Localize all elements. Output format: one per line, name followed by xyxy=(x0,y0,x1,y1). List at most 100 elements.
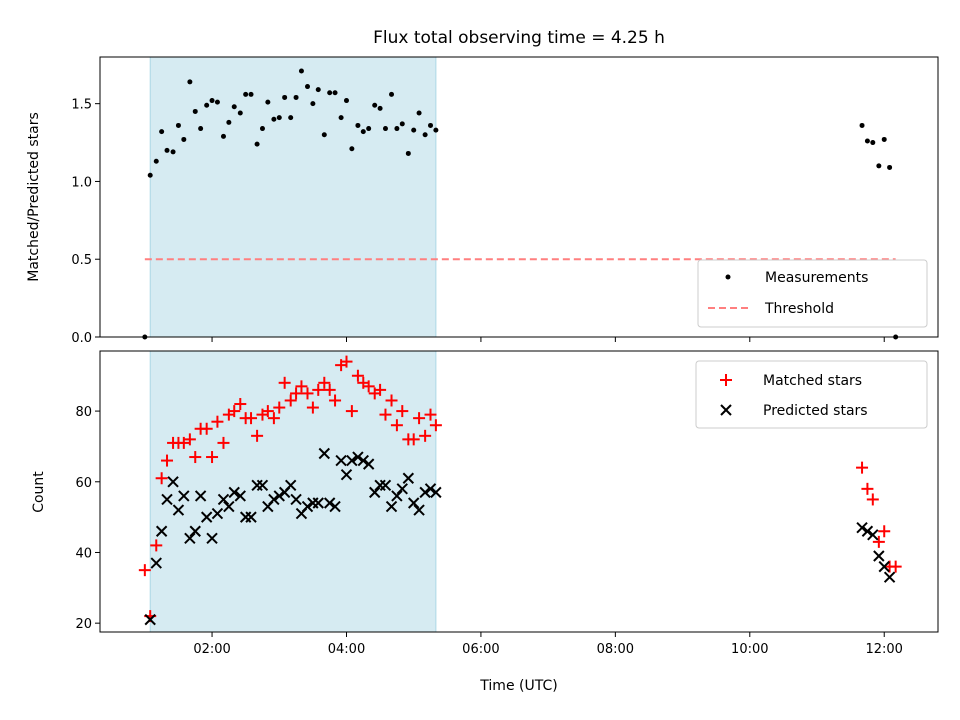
matched-star-point xyxy=(856,461,869,474)
predicted-star-point xyxy=(424,483,437,495)
measurement-point xyxy=(411,127,417,133)
predicted-star-point xyxy=(362,458,375,470)
measurement-point xyxy=(315,87,321,93)
matched-star-point xyxy=(429,419,442,432)
top-y-axis-label: Matched/Predicted stars xyxy=(26,112,42,282)
matched-star-point xyxy=(155,472,168,485)
measurement-point xyxy=(422,132,428,138)
predicted-star-point xyxy=(391,490,403,502)
predicted-star-point xyxy=(150,557,162,569)
measurement-point xyxy=(214,99,220,105)
matched-star-point xyxy=(390,419,403,432)
bottom-plot-frame xyxy=(99,350,939,633)
measurement-point xyxy=(305,84,311,90)
predicted-star-point xyxy=(413,504,425,516)
predicted-star-point xyxy=(200,511,213,523)
predicted-star-point xyxy=(167,476,179,488)
matched-star-point xyxy=(385,394,398,407)
xtick-label: 04:00 xyxy=(328,642,365,657)
measurement-point xyxy=(153,158,159,164)
measurement-point xyxy=(282,94,288,100)
matched-star-point xyxy=(177,436,190,449)
predicted-star-point xyxy=(234,490,246,502)
xtick-label: 06:00 xyxy=(462,642,499,657)
matched-star-point xyxy=(217,436,230,449)
bottom-legend: Matched stars Predicted stars xyxy=(695,360,928,429)
matched-star-point xyxy=(379,408,392,421)
predicted-star-point xyxy=(161,493,173,506)
measurement-point xyxy=(366,126,372,132)
measurement-point xyxy=(288,115,294,121)
measurement-point xyxy=(198,126,204,132)
predicted-star-point xyxy=(189,525,201,537)
measurement-point xyxy=(881,136,887,142)
predicted-star-point xyxy=(883,571,896,583)
measurement-point xyxy=(349,146,355,152)
predicted-star-point xyxy=(379,479,392,492)
predicted-star-point xyxy=(340,469,353,481)
measurement-point xyxy=(428,122,434,128)
measurement-point xyxy=(887,164,893,170)
xtick-label: 08:00 xyxy=(597,642,634,657)
predicted-star-point xyxy=(352,451,364,463)
top-ytick-label: 1.5 xyxy=(71,98,92,113)
chart-title: Flux total observing time = 4.25 h xyxy=(373,28,665,48)
measurement-point xyxy=(265,99,271,105)
legend-threshold-label: Threshold xyxy=(764,301,834,317)
predicted-star-point xyxy=(206,532,218,545)
matched-star-point xyxy=(861,482,874,495)
matched-star-point xyxy=(261,405,274,418)
matched-star-point xyxy=(374,383,387,396)
top-plot-frame xyxy=(99,56,939,338)
bottom-ytick-label: 60 xyxy=(75,476,92,491)
predicted-star-point xyxy=(861,525,874,537)
observing-span xyxy=(149,56,437,338)
measurement-point xyxy=(870,140,876,146)
matched-star-point xyxy=(161,454,174,467)
matched-star-point xyxy=(306,401,319,414)
measurement-point xyxy=(192,108,198,114)
legend-predicted-label: Predicted stars xyxy=(763,403,868,419)
bottom-ytick-label: 80 xyxy=(75,405,92,420)
predicted-star-point xyxy=(194,490,207,502)
matched-star-point xyxy=(284,394,297,407)
matched-star-point xyxy=(413,412,426,425)
matched-star-point xyxy=(362,380,375,393)
predicted-star-point xyxy=(867,529,879,541)
matched-star-point xyxy=(396,405,409,418)
matched-star-point xyxy=(318,376,331,389)
matched-star-point xyxy=(351,369,364,382)
predicted-star-point xyxy=(369,486,381,499)
measurement-point xyxy=(355,122,361,128)
measurement-point xyxy=(399,121,405,127)
measurement-point xyxy=(147,172,153,178)
measurement-point xyxy=(310,101,316,107)
matched-star-point xyxy=(200,422,213,435)
measurement-point xyxy=(389,91,395,97)
matched-star-point xyxy=(206,451,219,464)
predicted-star-point xyxy=(396,483,408,495)
legend-matched-label: Matched stars xyxy=(763,373,862,389)
measurement-point xyxy=(175,122,181,128)
matched-star-point xyxy=(251,429,264,442)
predicted-star-point xyxy=(301,500,314,513)
matched-star-point xyxy=(424,408,437,421)
predicted-star-point xyxy=(273,490,285,502)
matched-star-point xyxy=(290,387,303,400)
top-ytick-label: 1.0 xyxy=(71,175,92,190)
measurement-point xyxy=(271,116,277,122)
measurement-point xyxy=(864,138,870,144)
top-legend: Measurements Threshold xyxy=(697,259,928,328)
bottom-ytick-label: 40 xyxy=(75,546,92,561)
measurement-point xyxy=(254,141,260,147)
measurement-point xyxy=(360,129,366,135)
measurement-point xyxy=(226,119,232,125)
matched-star-point xyxy=(329,394,342,407)
bottom-ytick-label: 20 xyxy=(75,617,92,632)
predicted-star-point xyxy=(318,447,331,460)
predicted-star-point xyxy=(419,486,431,499)
predicted-star-point xyxy=(402,472,415,484)
predicted-star-point xyxy=(312,497,324,509)
measurement-point xyxy=(338,115,344,121)
